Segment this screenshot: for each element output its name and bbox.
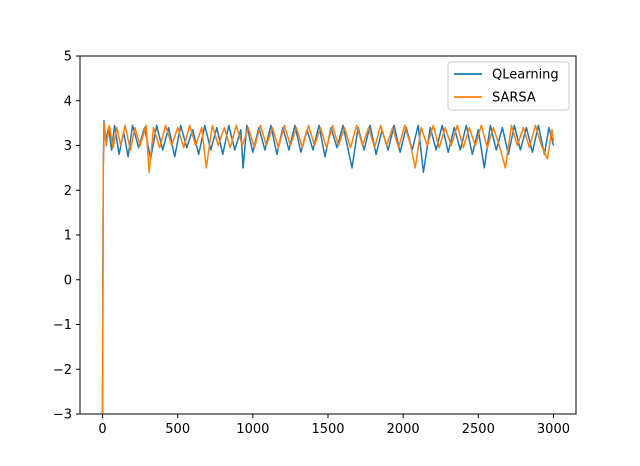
y-tick-label: 4 bbox=[64, 94, 72, 109]
y-tick-label: 3 bbox=[64, 139, 72, 154]
y-axis: −3 −2 −1 0 1 2 3 4 5 bbox=[53, 50, 80, 423]
series-layer bbox=[101, 120, 555, 415]
x-tick-label: 1000 bbox=[236, 422, 269, 437]
legend: QLearning SARSA bbox=[447, 61, 570, 111]
x-tick-label: 0 bbox=[98, 422, 106, 437]
series-line-sarsa bbox=[101, 122, 555, 415]
y-tick-label: 1 bbox=[64, 229, 72, 244]
y-tick-label: −1 bbox=[53, 318, 72, 333]
y-tick-label: 5 bbox=[64, 50, 72, 65]
legend-label-qlearning: QLearning bbox=[492, 68, 559, 83]
x-tick-label: 3000 bbox=[537, 422, 570, 437]
series-line-qlearning bbox=[101, 120, 555, 415]
y-tick-label: 2 bbox=[64, 184, 72, 199]
legend-label-sarsa: SARSA bbox=[492, 91, 536, 106]
x-tick-label: 1500 bbox=[311, 422, 344, 437]
y-tick-label: 0 bbox=[64, 273, 72, 288]
y-tick-label: −3 bbox=[53, 408, 72, 423]
x-tick-label: 2000 bbox=[387, 422, 420, 437]
x-tick-label: 2500 bbox=[462, 422, 495, 437]
x-tick-label: 500 bbox=[165, 422, 190, 437]
y-tick-label: −2 bbox=[53, 363, 72, 378]
x-axis: 0 500 1000 1500 2000 2500 3000 bbox=[98, 414, 570, 437]
